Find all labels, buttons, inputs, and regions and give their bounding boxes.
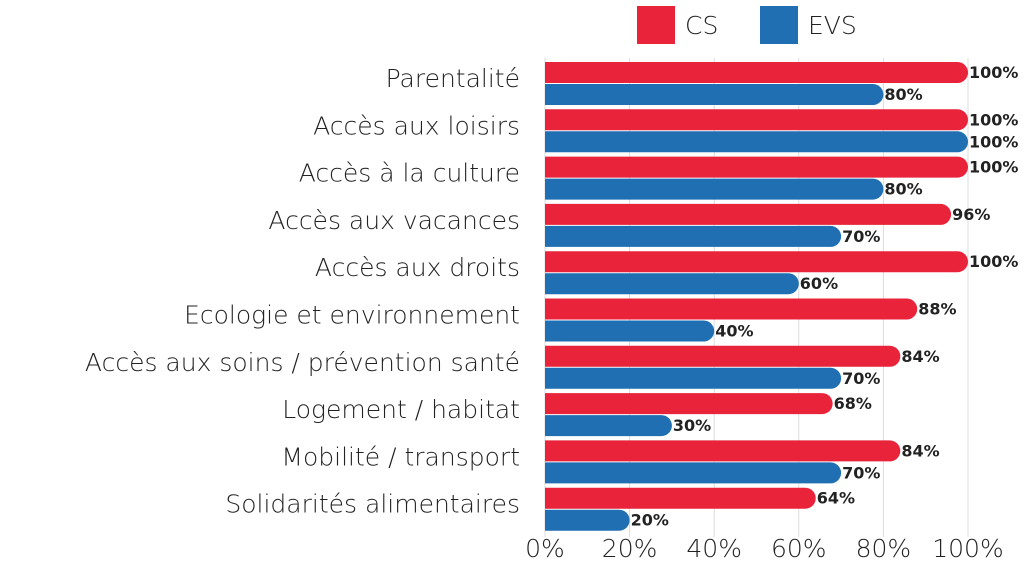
- category-label: Accès aux droits: [315, 253, 520, 282]
- value-label: 70%: [842, 227, 880, 246]
- value-label: 100%: [969, 132, 1018, 151]
- value-label: 64%: [817, 489, 855, 508]
- value-label: 96%: [952, 205, 990, 224]
- bar: [545, 415, 672, 437]
- category-label: Ecologie et environnement: [184, 301, 520, 330]
- value-label: 84%: [901, 347, 939, 366]
- value-label: 80%: [884, 180, 922, 199]
- value-label: 100%: [969, 63, 1018, 82]
- value-label: 100%: [969, 158, 1018, 177]
- category-label: Mobilité / transport: [281, 442, 520, 471]
- x-tick-label: 40%: [686, 534, 742, 563]
- bar: [545, 345, 901, 367]
- bar: [545, 298, 918, 320]
- value-label: 20%: [631, 511, 669, 530]
- bar: [545, 225, 842, 247]
- bar: [545, 84, 884, 105]
- bar: [545, 62, 968, 83]
- bar: [545, 131, 968, 153]
- category-label: Logement / habitat: [282, 395, 520, 424]
- x-tick-label: 80%: [856, 534, 912, 563]
- category-label: Accès aux loisirs: [313, 111, 520, 140]
- value-label: 70%: [842, 463, 880, 482]
- bar: [545, 320, 715, 342]
- value-label: 100%: [969, 252, 1018, 271]
- legend-swatch: [637, 6, 675, 44]
- bar: [545, 251, 968, 273]
- legend-label: EVS: [808, 11, 857, 40]
- value-label: 84%: [901, 441, 939, 460]
- bar: [545, 393, 833, 415]
- value-label: 70%: [842, 369, 880, 388]
- bar: [545, 178, 884, 200]
- value-label: 40%: [715, 322, 753, 341]
- value-label: 30%: [673, 416, 711, 435]
- value-label: 80%: [884, 85, 922, 104]
- value-label: 68%: [834, 394, 872, 413]
- value-label: 60%: [800, 274, 838, 293]
- legend-label: CS: [685, 11, 718, 40]
- bar: [545, 203, 952, 225]
- x-tick-label: 20%: [602, 534, 658, 563]
- bar: [545, 487, 816, 509]
- category-label: Solidarités alimentaires: [225, 490, 520, 519]
- bar: [545, 462, 842, 484]
- legend-swatch: [760, 6, 798, 44]
- x-tick-label: 60%: [771, 534, 827, 563]
- bar: [545, 109, 968, 131]
- value-label: 100%: [969, 110, 1018, 129]
- category-label: Accès aux soins / prévention santé: [85, 348, 520, 377]
- category-label: Accès aux vacances: [268, 206, 520, 235]
- value-label: 88%: [918, 300, 956, 319]
- bar: [545, 440, 901, 462]
- bar: [545, 367, 842, 389]
- category-label: Parentalité: [386, 64, 520, 93]
- category-label: Accès à la culture: [299, 159, 520, 188]
- x-tick-label: 100%: [932, 534, 1003, 563]
- bar: [545, 273, 799, 295]
- x-tick-label: 0%: [525, 534, 565, 563]
- bar: [545, 156, 968, 178]
- bar: [545, 509, 630, 531]
